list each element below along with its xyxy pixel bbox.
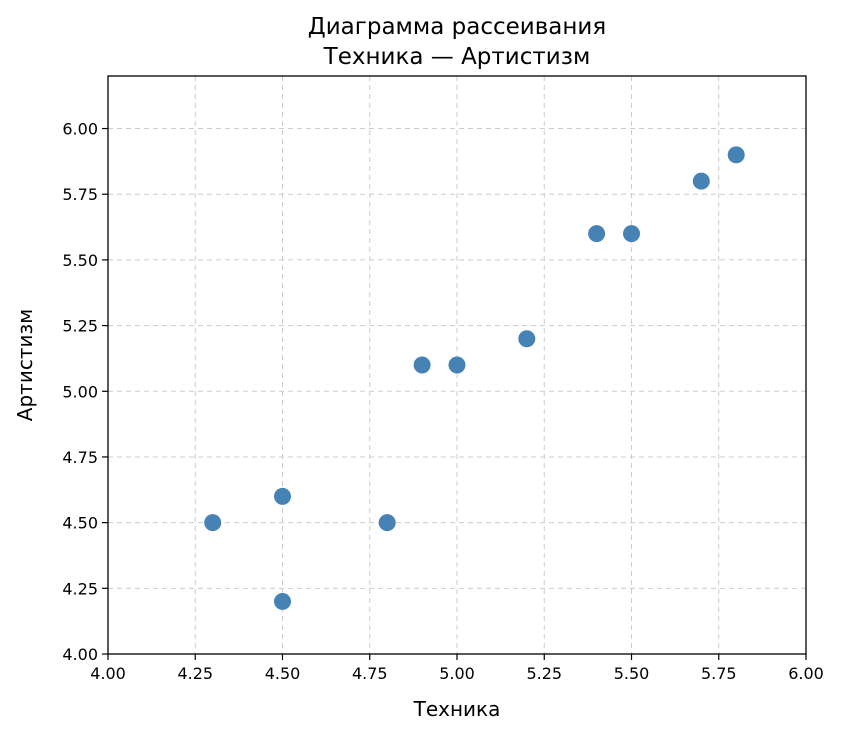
- scatter-point: [727, 146, 745, 164]
- x-tick-label: 4.75: [352, 664, 388, 683]
- scatter-point: [518, 330, 536, 348]
- scatter-point: [378, 514, 396, 532]
- x-tick-label: 4.50: [265, 664, 301, 683]
- x-tick-label: 5.25: [526, 664, 562, 683]
- y-tick-label: 4.00: [62, 645, 98, 664]
- scatter-point: [274, 487, 291, 505]
- scatter-point: [274, 592, 291, 610]
- y-tick-label: 5.25: [62, 317, 98, 336]
- scatter-point: [204, 514, 222, 532]
- y-tick-label: 4.75: [62, 448, 98, 467]
- scatter-point: [448, 356, 466, 374]
- y-tick-label: 5.50: [62, 251, 98, 270]
- y-tick-label: 5.00: [62, 382, 98, 401]
- x-tick-label: 5.75: [701, 664, 737, 683]
- y-axis-label: Артистизм: [13, 309, 37, 421]
- scatter-point: [692, 172, 710, 190]
- x-axis-label: Техника: [413, 697, 501, 721]
- y-tick-label: 6.00: [62, 120, 98, 139]
- y-tick-label: 5.75: [62, 185, 98, 204]
- x-tick-label: 5.00: [439, 664, 475, 683]
- x-tick-label: 5.50: [614, 664, 650, 683]
- scatter-point: [623, 225, 640, 243]
- chart-title-line-2: Техника — Артистизм: [323, 44, 591, 70]
- scatter-point: [588, 225, 606, 243]
- x-axis-ticks: 4.00 4.25 4.50 4.75 5.00 5.25 5.50 5.75 6.00: [90, 654, 824, 683]
- y-tick-label: 4.50: [62, 514, 98, 533]
- data-points: [204, 146, 745, 610]
- x-tick-label: 4.00: [90, 664, 126, 683]
- x-tick-label: 4.25: [177, 664, 213, 683]
- y-axis-ticks: 4.00 4.25 4.50 4.75 5.00 5.25 5.50 5.75 6.00: [62, 120, 108, 664]
- y-tick-label: 4.25: [62, 579, 98, 598]
- x-tick-label: 6.00: [788, 664, 824, 683]
- chart-title-line-1: Диаграмма рассеивания: [308, 14, 606, 40]
- scatter-point: [413, 356, 431, 374]
